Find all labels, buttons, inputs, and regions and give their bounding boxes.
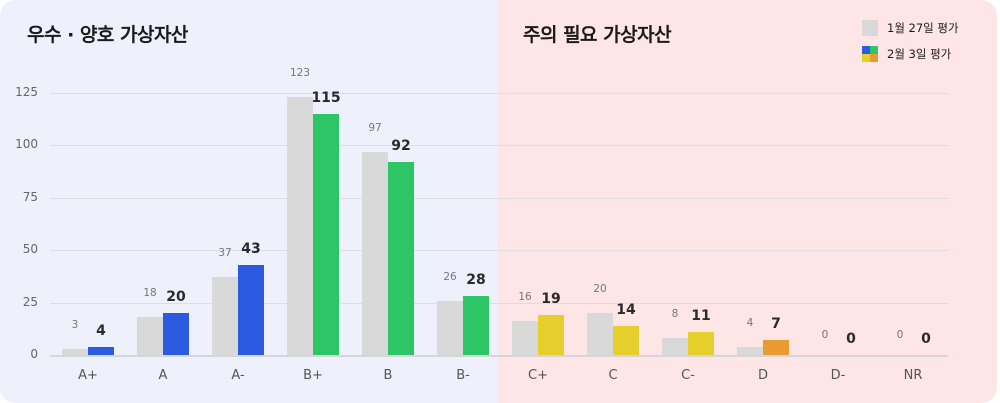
value-label-prev: 37 (218, 247, 232, 260)
x-tick-label: D (757, 368, 768, 383)
x-tick-label: B+ (303, 368, 323, 383)
y-tick-label: 100 (15, 137, 38, 151)
value-label-prev: 123 (289, 67, 311, 80)
bar-curr (88, 346, 114, 355)
value-label-curr: 115 (311, 89, 341, 106)
bar-prev (212, 277, 238, 355)
x-tick-label: A+ (78, 368, 98, 383)
value-label-curr: 0 (846, 331, 856, 347)
legend-item-curr: 2월 3일 평가 (862, 46, 959, 62)
value-label-curr: 43 (241, 240, 261, 257)
bar-prev (62, 348, 88, 355)
value-label-curr: 4 (96, 322, 106, 339)
legend-swatch-prev-icon (862, 20, 878, 36)
y-tick-label: 75 (22, 190, 38, 204)
x-tick-label: C (608, 368, 618, 383)
value-label-prev: 18 (143, 287, 157, 300)
x-tick-label: C- (681, 368, 695, 383)
x-tick-label: C+ (528, 368, 548, 383)
value-label-prev: 0 (821, 329, 829, 341)
bar-curr (763, 340, 789, 355)
bar-prev (512, 321, 538, 355)
legend-label-curr: 2월 3일 평가 (887, 47, 952, 61)
x-tick-label: B- (456, 368, 470, 383)
bar-prev (137, 317, 163, 355)
x-tick-label: A- (231, 368, 245, 383)
value-label-prev: 16 (518, 291, 532, 304)
value-label-prev: 26 (443, 270, 457, 283)
bar-curr (163, 313, 189, 355)
bar-curr (313, 113, 339, 355)
y-tick-label: 50 (22, 242, 38, 256)
y-tick-label: 125 (15, 85, 38, 99)
value-label-curr: 92 (391, 138, 411, 155)
legend-swatch-curr-icon (862, 46, 878, 62)
bar-prev (287, 97, 313, 355)
x-tick-label: NR (903, 368, 923, 383)
bar-prev (587, 313, 613, 355)
legend-item-prev: 1월 27일 평가 (862, 20, 959, 36)
x-axis-baseline (50, 355, 948, 357)
bar-curr (538, 315, 564, 355)
value-label-curr: 19 (541, 291, 561, 308)
value-label-curr: 11 (691, 307, 711, 324)
value-label-prev: 0 (896, 329, 904, 341)
value-label-prev: 97 (368, 121, 382, 134)
legend-label-prev: 1월 27일 평가 (887, 21, 959, 35)
bar-prev (362, 151, 388, 355)
gridline (50, 93, 948, 94)
y-tick-label: 0 (30, 347, 38, 361)
y-tick-label: 25 (22, 295, 38, 309)
gridline (50, 145, 948, 146)
value-label-prev: 8 (671, 308, 679, 321)
value-label-curr: 14 (616, 301, 636, 318)
x-tick-label: B (383, 368, 393, 383)
gridline (50, 250, 948, 251)
bar-prev (737, 346, 763, 355)
gridline (50, 303, 948, 304)
gridline (50, 198, 948, 199)
value-label-curr: 20 (166, 289, 186, 306)
value-label-prev: 20 (593, 283, 607, 296)
bar-curr (463, 296, 489, 355)
bar-curr (688, 331, 714, 355)
chart-legend: 1월 27일 평가 2월 3일 평가 (862, 20, 959, 72)
bar-curr (613, 325, 639, 355)
bar-prev (437, 300, 463, 355)
x-tick-label: D- (830, 368, 846, 383)
value-label-curr: 0 (921, 331, 931, 347)
x-tick-label: A (158, 368, 168, 383)
bar-curr (238, 264, 264, 355)
value-label-prev: 3 (71, 318, 79, 331)
caution-assets-panel (498, 0, 997, 403)
value-label-prev: 4 (746, 316, 754, 329)
bar-curr (388, 162, 414, 355)
good-assets-title: 우수 · 양호 가상자산 (27, 24, 188, 46)
bar-prev (662, 338, 688, 355)
caution-assets-title: 주의 필요 가상자산 (523, 24, 672, 46)
value-label-curr: 7 (771, 316, 781, 333)
value-label-curr: 28 (466, 272, 486, 289)
